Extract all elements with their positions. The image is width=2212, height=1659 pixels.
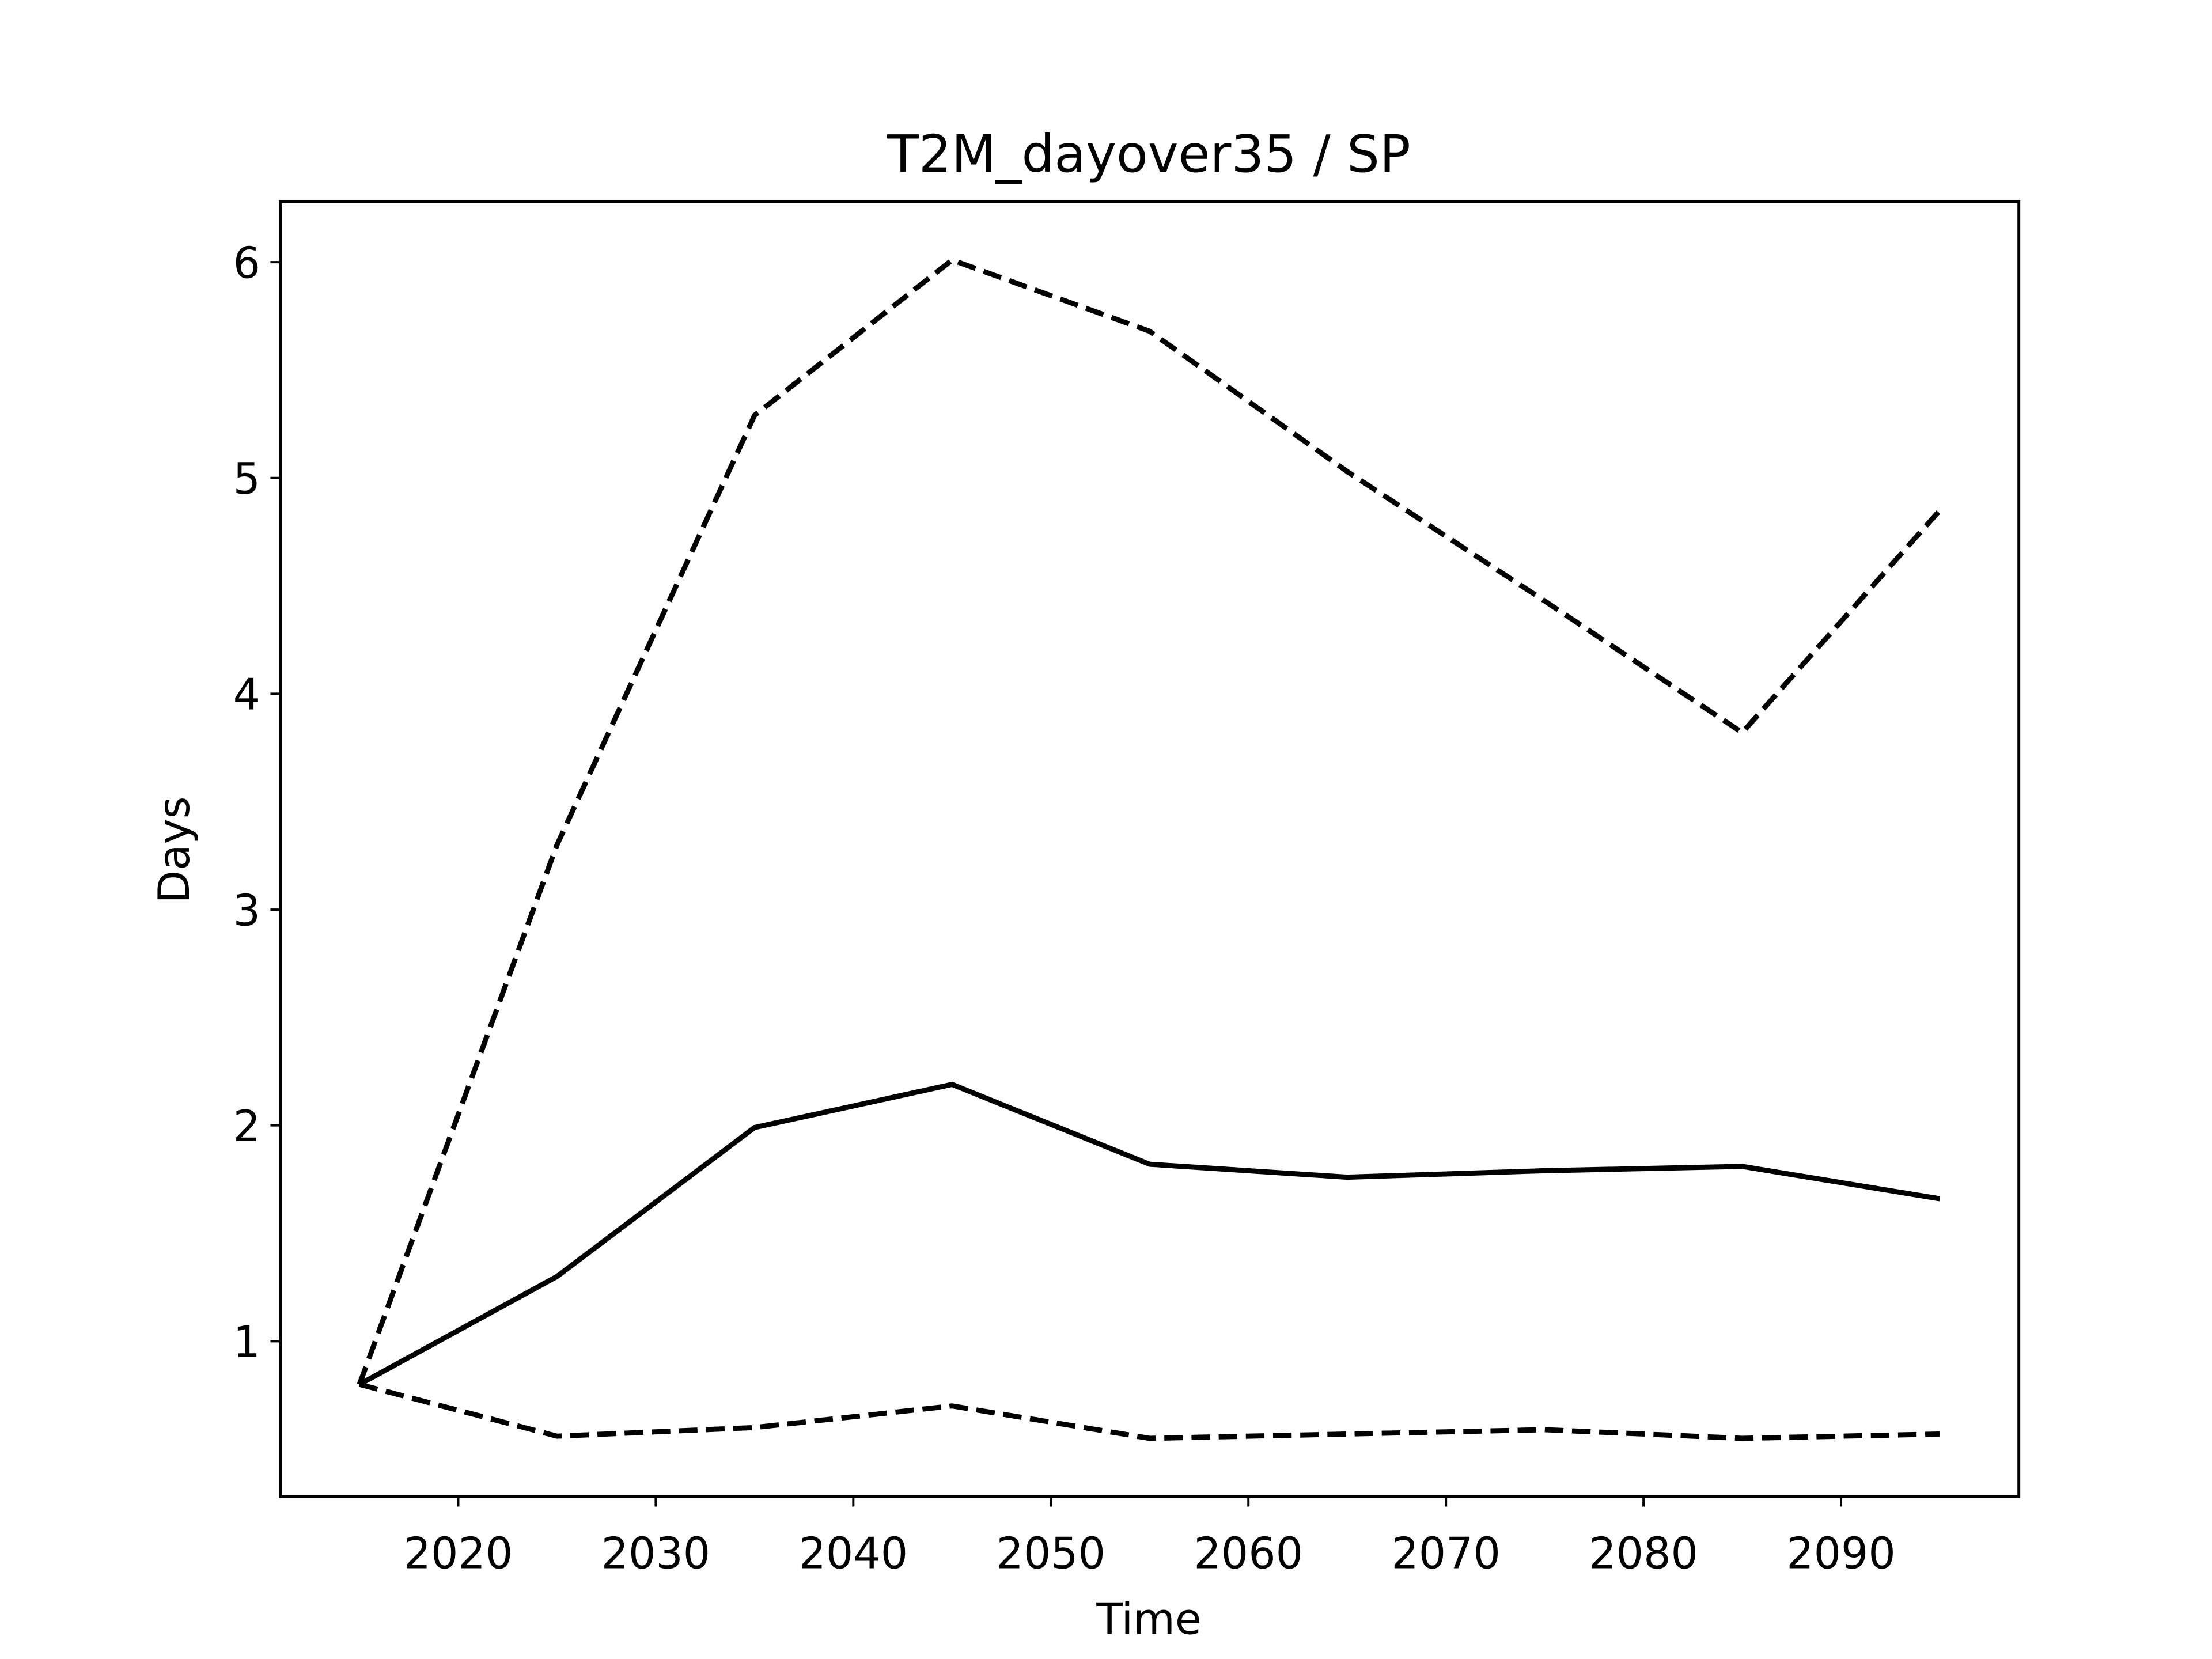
x-tick-label: 2030: [601, 1528, 711, 1578]
x-tick-label: 2080: [1589, 1528, 1698, 1578]
y-tick-label: 5: [233, 454, 260, 504]
x-tick-label: 2020: [404, 1528, 513, 1578]
x-tick-label: 2050: [996, 1528, 1105, 1578]
line-series: [358, 1081, 1941, 1387]
x-axis-label: Time: [1096, 1594, 1201, 1645]
x-tick-label: 2040: [799, 1528, 908, 1578]
x-tick-label: 2060: [1194, 1528, 1303, 1578]
y-tick-label: 2: [233, 1101, 260, 1152]
x-tick-label: 2090: [1786, 1528, 1896, 1578]
line-series: [357, 257, 1942, 1385]
y-axis-label: Days: [149, 796, 199, 903]
y-tick-label: 3: [233, 885, 260, 935]
y-tick-label: 1: [233, 1317, 260, 1368]
plot-frame: [279, 200, 2021, 1498]
y-tick-label: 4: [233, 670, 260, 720]
chart-title: T2M_dayover35 / SP: [887, 124, 1411, 184]
y-tick-label: 6: [233, 238, 260, 288]
x-tick-label: 2070: [1391, 1528, 1501, 1578]
line-series: [358, 1381, 1940, 1441]
